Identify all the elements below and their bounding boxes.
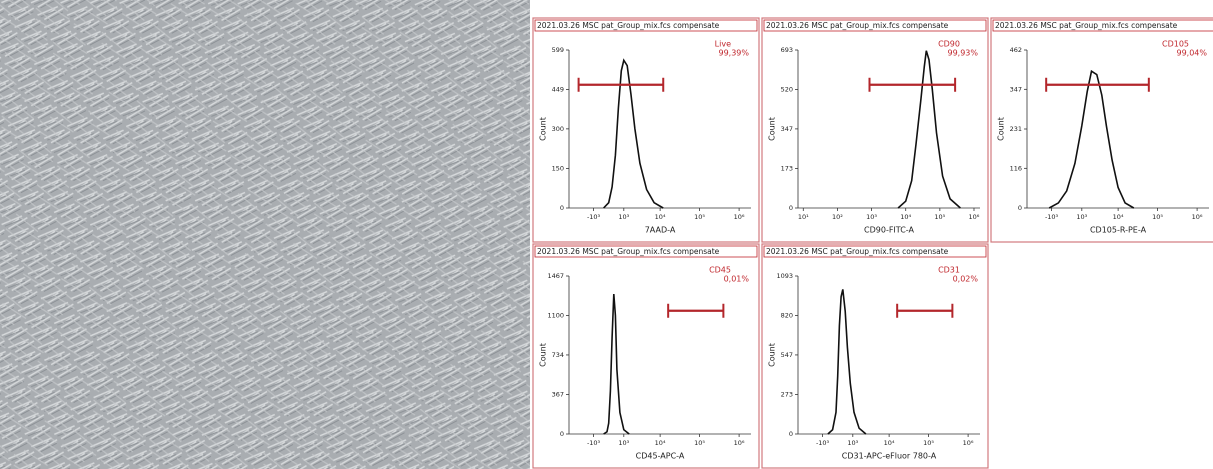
y-tick-label: 462 bbox=[1010, 46, 1022, 54]
x-tick-label: 10³ bbox=[866, 213, 877, 221]
x-tick-label: 10⁶ bbox=[963, 439, 974, 447]
y-tick-label: 347 bbox=[781, 125, 793, 133]
gate-name: CD90 bbox=[938, 40, 960, 49]
x-axis-label: 7AAD-A bbox=[645, 226, 676, 235]
x-tick-label: 10⁴ bbox=[655, 213, 666, 221]
x-tick-label: 10¹ bbox=[798, 213, 809, 221]
y-tick-label: 693 bbox=[781, 46, 793, 54]
y-tick-label: 0 bbox=[789, 430, 793, 438]
histogram-line bbox=[603, 293, 630, 435]
y-tick-label: 734 bbox=[552, 351, 564, 359]
panel-border bbox=[761, 243, 989, 469]
panel-title: 2021.03.26 MSC pat_Group_mix.fcs compens… bbox=[995, 21, 1178, 30]
y-tick-label: 150 bbox=[552, 164, 564, 172]
y-tick-label: 1093 bbox=[776, 272, 793, 280]
gate-percent: 99,39% bbox=[718, 49, 749, 58]
x-tick-label: -10³ bbox=[816, 439, 830, 447]
x-tick-label: 10² bbox=[832, 213, 843, 221]
panel-title: 2021.03.26 MSC pat_Group_mix.fcs compens… bbox=[537, 21, 720, 30]
gate-name: CD105 bbox=[1162, 40, 1189, 49]
x-tick-label: 10³ bbox=[1076, 213, 1087, 221]
panel-border bbox=[532, 17, 760, 243]
y-tick-label: 273 bbox=[781, 391, 793, 399]
y-axis-label: Count bbox=[539, 117, 548, 141]
x-tick-label: -10³ bbox=[587, 439, 601, 447]
x-tick-label: 10⁶ bbox=[969, 213, 980, 221]
panel-header bbox=[992, 19, 1213, 32]
x-tick-label: 10⁴ bbox=[900, 213, 911, 221]
gate-percent: 99,93% bbox=[947, 49, 978, 58]
panel-border bbox=[761, 17, 989, 243]
y-tick-label: 231 bbox=[1010, 125, 1022, 133]
y-tick-label: 0 bbox=[1018, 204, 1022, 212]
gate-percent: 99,04% bbox=[1176, 49, 1207, 58]
panel-title: 2021.03.26 MSC pat_Group_mix.fcs compens… bbox=[766, 247, 949, 256]
x-tick-label: 10³ bbox=[847, 439, 858, 447]
panel-border bbox=[532, 243, 760, 469]
y-tick-label: 0 bbox=[560, 430, 564, 438]
panel-header bbox=[534, 19, 758, 32]
x-axis-label: CD31-APC-eFluor 780-A bbox=[842, 452, 937, 461]
gate-name: CD45 bbox=[709, 266, 731, 275]
x-tick-label: 10⁶ bbox=[734, 213, 745, 221]
histogram-line bbox=[897, 50, 961, 209]
gate-percent: 0,02% bbox=[953, 275, 979, 284]
x-axis-label: CD105-R-PE-A bbox=[1090, 226, 1147, 235]
panel-title: 2021.03.26 MSC pat_Group_mix.fcs compens… bbox=[766, 21, 949, 30]
y-tick-label: 1467 bbox=[547, 272, 564, 280]
gate-percent: 0,01% bbox=[724, 275, 750, 284]
x-tick-label: 10⁴ bbox=[655, 439, 666, 447]
y-tick-label: 1100 bbox=[547, 312, 564, 320]
x-tick-label: -10³ bbox=[587, 213, 601, 221]
x-axis-label: CD90-FITC-A bbox=[864, 226, 914, 235]
y-tick-label: 0 bbox=[560, 204, 564, 212]
x-axis-label: CD45-APC-A bbox=[636, 452, 685, 461]
y-tick-label: 116 bbox=[1010, 164, 1022, 172]
histogram-line bbox=[1048, 69, 1135, 209]
x-tick-label: 10⁵ bbox=[694, 439, 705, 447]
y-tick-label: 547 bbox=[781, 351, 793, 359]
y-tick-label: 300 bbox=[552, 125, 564, 133]
x-tick-label: 10⁶ bbox=[734, 439, 745, 447]
y-tick-label: 0 bbox=[789, 204, 793, 212]
x-tick-label: 10⁵ bbox=[923, 439, 934, 447]
x-tick-label: 10⁶ bbox=[1192, 213, 1203, 221]
histogram-line bbox=[603, 58, 664, 209]
y-tick-label: 347 bbox=[1010, 85, 1022, 93]
panel-header bbox=[763, 245, 987, 258]
panel-border bbox=[990, 17, 1213, 243]
x-tick-label: 10⁵ bbox=[1152, 213, 1163, 221]
x-tick-label: 10³ bbox=[618, 439, 629, 447]
panel-header bbox=[534, 245, 758, 258]
y-tick-label: 173 bbox=[781, 165, 793, 173]
y-axis-label: Count bbox=[997, 117, 1006, 141]
y-tick-label: 820 bbox=[781, 311, 793, 319]
y-tick-label: 367 bbox=[552, 390, 564, 398]
micrograph-texture bbox=[0, 0, 530, 469]
panel-title: 2021.03.26 MSC pat_Group_mix.fcs compens… bbox=[537, 247, 720, 256]
gate-name: Live bbox=[715, 40, 731, 49]
x-tick-label: 10⁵ bbox=[694, 213, 705, 221]
gate-name: CD31 bbox=[938, 266, 960, 275]
y-axis-label: Count bbox=[539, 343, 548, 367]
x-tick-label: -10³ bbox=[1045, 213, 1059, 221]
y-axis-label: Count bbox=[768, 343, 777, 367]
x-tick-label: 10³ bbox=[618, 213, 629, 221]
x-tick-label: 10⁴ bbox=[884, 439, 895, 447]
y-tick-label: 599 bbox=[552, 46, 564, 54]
y-axis-label: Count bbox=[768, 117, 777, 141]
x-tick-label: 10⁵ bbox=[934, 213, 945, 221]
panel-header bbox=[763, 19, 987, 32]
y-tick-label: 449 bbox=[552, 86, 564, 94]
x-tick-label: 10⁴ bbox=[1113, 213, 1124, 221]
histogram-line bbox=[827, 289, 867, 435]
y-tick-label: 520 bbox=[781, 85, 793, 93]
